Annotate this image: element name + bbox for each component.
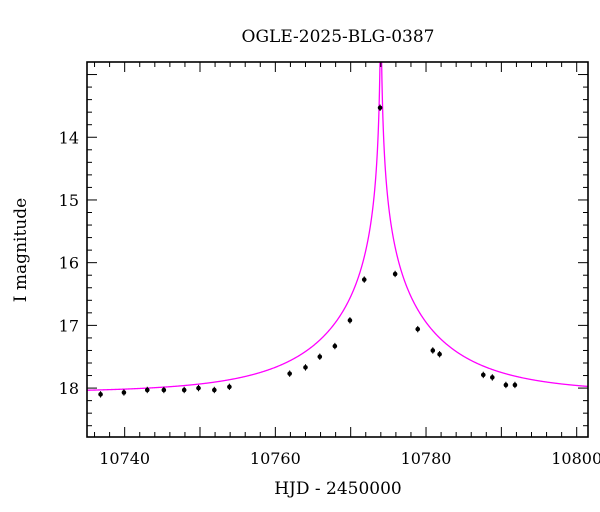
data-point <box>490 375 495 380</box>
x-tick-label: 10800 <box>551 449 600 468</box>
axis-ticks <box>87 61 588 437</box>
data-point <box>430 348 436 353</box>
data-point <box>121 390 127 395</box>
data-point <box>144 387 150 393</box>
data-point <box>196 385 201 391</box>
plot-area <box>87 62 588 398</box>
data-point <box>287 371 292 376</box>
axis-tick-labels: 10740 10760 10780 10800 14 15 16 17 18 <box>59 128 600 468</box>
model-curve <box>87 62 588 391</box>
data-point <box>512 382 518 388</box>
data-point <box>227 384 232 390</box>
y-tick-label: 15 <box>59 191 79 210</box>
data-point <box>317 354 323 360</box>
data-point <box>361 277 367 282</box>
data-point <box>437 351 442 357</box>
x-tick-label: 10760 <box>250 449 301 468</box>
data-point <box>212 387 217 393</box>
data-point <box>377 105 383 111</box>
data-point <box>332 343 338 349</box>
x-axis-label: HJD - 2450000 <box>274 479 402 499</box>
data-point <box>392 271 398 277</box>
chart-title: OGLE-2025-BLG-0387 <box>242 27 435 47</box>
plot-frame <box>86 61 589 438</box>
data-points <box>98 104 518 398</box>
data-point <box>181 387 187 393</box>
y-tick-label: 18 <box>59 379 79 398</box>
data-point <box>98 392 103 397</box>
y-axis-label: I magnitude <box>11 198 31 302</box>
data-point <box>303 365 308 370</box>
x-tick-label: 10780 <box>401 449 452 468</box>
data-point <box>415 326 421 332</box>
y-tick-label: 14 <box>59 128 79 147</box>
data-point <box>503 382 509 388</box>
data-point <box>347 318 353 323</box>
y-tick-label: 16 <box>59 254 79 273</box>
y-tick-label: 17 <box>59 316 79 335</box>
x-tick-label: 10740 <box>99 449 150 468</box>
data-point <box>480 372 486 378</box>
data-point <box>161 387 167 393</box>
